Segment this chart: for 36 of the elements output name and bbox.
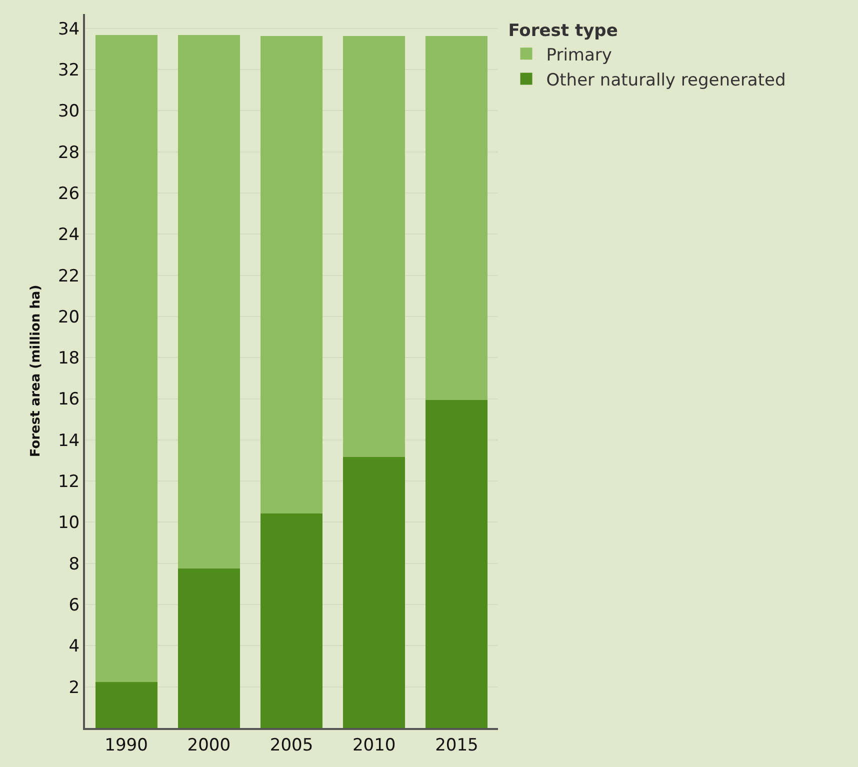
y-tick-label: 18: [58, 348, 80, 369]
y-tick-label: 12: [58, 472, 80, 492]
y-tick-label: 32: [58, 60, 80, 81]
y-tick-label: 24: [58, 225, 80, 246]
y-tick-label: 2: [68, 678, 80, 698]
bar: [178, 568, 240, 728]
bar: [426, 36, 488, 400]
x-tick-label: 2015: [435, 735, 478, 756]
x-tick-label: 2005: [270, 735, 314, 756]
y-tick-label: 14: [58, 430, 80, 451]
y-tick-label: 10: [58, 513, 80, 534]
bar: [178, 34, 240, 569]
bar: [95, 34, 158, 682]
x-tick-label: 2000: [187, 735, 231, 756]
bar: [95, 682, 158, 728]
y-tick-label: 26: [58, 184, 80, 204]
y-tick-label: 28: [58, 142, 80, 163]
y-tick-label: 16: [58, 390, 80, 410]
legend-title: Forest type: [508, 21, 618, 42]
y-tick-label: 4: [68, 636, 80, 657]
bar: [343, 457, 406, 728]
legend-label: Primary: [546, 45, 612, 66]
bar: [343, 36, 406, 458]
x-tick-label: 2010: [352, 735, 396, 756]
legend-label: Other naturally regenerated: [546, 70, 786, 90]
y-tick-label: 6: [68, 595, 80, 616]
bar: [260, 36, 322, 514]
bar: [426, 400, 488, 728]
y-tick-label: 20: [58, 307, 80, 328]
y-tick-label: 30: [58, 102, 80, 122]
y-axis-title: Forest area (million ha): [28, 284, 44, 458]
y-tick-label: 8: [68, 554, 80, 574]
y-tick-label: 22: [58, 266, 80, 286]
y-tick-label: 34: [58, 19, 80, 40]
x-tick-label: 1990: [104, 735, 148, 756]
bar: [260, 513, 322, 728]
